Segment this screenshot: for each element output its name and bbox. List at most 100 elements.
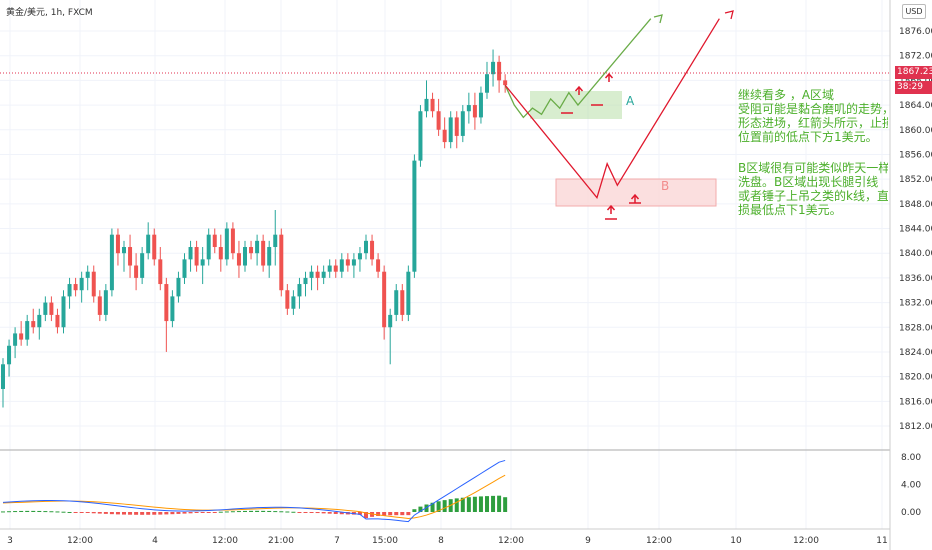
candle-body xyxy=(273,234,278,248)
price-tick-label: 1816.00 xyxy=(899,397,932,407)
candle-body xyxy=(424,98,429,112)
histogram-bar xyxy=(400,512,405,516)
histogram-bar xyxy=(291,511,296,513)
histogram-bar xyxy=(31,510,36,512)
histogram-bar xyxy=(103,512,108,514)
histogram-bar xyxy=(327,512,332,514)
time-tick-label: 4 xyxy=(152,536,158,546)
candle-body xyxy=(103,290,108,315)
histogram-bar xyxy=(364,512,368,519)
histogram-bar xyxy=(73,512,78,513)
candle-body xyxy=(303,277,308,285)
time-axis: 3 12:00 4 12:00 21:00 7 15:00 8 12:00 9 12:00 10 12:… xyxy=(7,536,888,546)
histogram-bar xyxy=(85,512,90,513)
candle-body xyxy=(321,271,326,278)
histogram-bar xyxy=(115,512,120,515)
candle-body xyxy=(261,240,266,266)
candle-body xyxy=(67,284,72,297)
zone-a-box xyxy=(530,91,622,119)
histogram-bar xyxy=(152,512,157,515)
candle-body xyxy=(140,253,145,278)
candle-body xyxy=(345,259,350,266)
histogram-bar xyxy=(212,512,217,513)
candle-body xyxy=(212,234,217,248)
histogram-bar xyxy=(321,512,326,514)
analysis-note-a: 继续看多 ，A区域 受阻可能是黏合磨叽的走势， 形态进场，红箭头所示，止损 位置… xyxy=(738,88,888,144)
candle-body xyxy=(309,271,314,278)
candle-body xyxy=(267,247,272,266)
candle-body xyxy=(115,234,120,254)
histogram-bar xyxy=(188,512,193,514)
candle-body xyxy=(466,105,471,112)
price-tick-label: 1856.00 xyxy=(899,150,932,160)
candle-body xyxy=(351,259,356,266)
projection-a-path xyxy=(504,18,652,119)
histogram-bar xyxy=(503,497,508,512)
marker-arrow-b1-head xyxy=(606,204,616,211)
histogram-bar xyxy=(394,512,399,516)
histogram-bar xyxy=(436,501,441,512)
indicator-axis: 8.00 4.00 0.00 xyxy=(901,453,921,518)
price-tick-label: 1824.00 xyxy=(899,348,932,358)
price-tick-label: 1876.00 xyxy=(899,27,932,37)
histogram-bar xyxy=(418,506,423,512)
histogram-bar xyxy=(376,512,381,517)
candle-body xyxy=(436,111,441,130)
candle-body xyxy=(279,234,284,291)
histogram-bar xyxy=(478,496,483,512)
candle-body xyxy=(13,333,18,346)
candle-body xyxy=(128,247,133,266)
indicator-tick-label: 0.00 xyxy=(901,508,921,518)
candle-body xyxy=(218,247,223,260)
candle-body xyxy=(85,271,90,278)
candle-body xyxy=(1,364,5,389)
candle-body xyxy=(339,259,344,272)
histogram-bar xyxy=(1,511,5,513)
candle-body xyxy=(206,234,211,260)
time-tick-label: 12:00 xyxy=(793,536,819,546)
candle-body xyxy=(249,247,254,254)
candle-body xyxy=(55,314,60,328)
candle-body xyxy=(454,117,459,136)
histogram-bar xyxy=(122,512,126,515)
histogram-bar xyxy=(442,500,447,512)
candle-body xyxy=(357,253,362,260)
candle-body xyxy=(418,111,423,161)
histogram-bar xyxy=(279,511,284,513)
histogram-bar xyxy=(218,511,223,513)
candle-body xyxy=(285,290,290,309)
histogram-bar xyxy=(79,512,84,513)
candle-body xyxy=(49,302,54,315)
price-tick-label: 1848.00 xyxy=(899,200,932,210)
candle-body xyxy=(152,234,157,260)
candle-body xyxy=(382,271,387,328)
candle-body xyxy=(61,296,66,328)
marker-arrow-a2-head xyxy=(604,72,614,79)
currency-button[interactable]: USD xyxy=(902,4,926,19)
histogram-bar xyxy=(303,512,308,513)
candle-body xyxy=(224,228,229,260)
histogram-bar xyxy=(412,509,417,512)
price-tick-label: 1860.00 xyxy=(899,126,932,136)
histogram-bar xyxy=(91,512,96,514)
histogram-bar xyxy=(158,512,163,515)
time-tick-label: 12:00 xyxy=(212,536,238,546)
candle-body xyxy=(376,259,381,272)
candle-body xyxy=(170,296,175,322)
histogram-bar xyxy=(176,512,181,514)
histogram-bar xyxy=(97,512,102,514)
candle-body xyxy=(430,98,435,112)
candle-body xyxy=(370,240,375,260)
signal-line xyxy=(2,474,506,519)
histogram-bar xyxy=(164,512,169,515)
histogram-bar xyxy=(200,512,205,513)
time-tick-label: 7 xyxy=(334,536,340,546)
macd-line xyxy=(2,459,506,523)
candle-body xyxy=(176,277,181,297)
time-tick-label: 9 xyxy=(585,536,591,546)
histogram-bar xyxy=(49,511,54,513)
candle-body xyxy=(194,247,199,266)
candle-body xyxy=(406,271,411,315)
